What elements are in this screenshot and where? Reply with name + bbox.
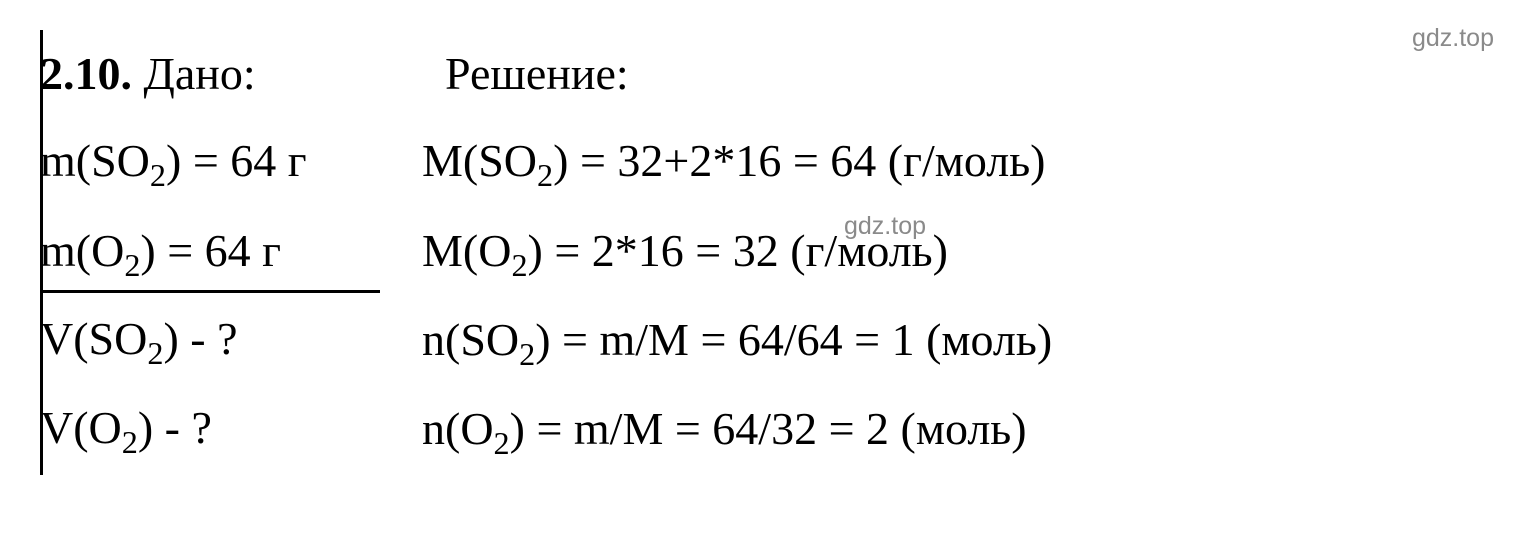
subscript: 2	[147, 335, 163, 371]
given-line-2: m(O2) = 64 г	[40, 207, 380, 296]
solution-line-2: M(O2) = 2*16 = 32 (г/моль)	[422, 207, 1052, 296]
subscript: 2	[124, 247, 140, 283]
given-column: 2.10. Дано: m(SO2) = 64 г m(O2) = 64 г V…	[40, 30, 400, 475]
text-part: ) - ?	[138, 402, 212, 453]
text-part: ) = 64 г	[166, 135, 307, 186]
find-line-1: V(SO2) - ?	[40, 295, 380, 384]
subscript: 2	[519, 336, 535, 372]
problem-container: 2.10. Дано: m(SO2) = 64 г m(O2) = 64 г V…	[40, 30, 1494, 475]
subscript: 2	[122, 425, 138, 461]
subscript: 2	[537, 158, 553, 194]
given-line-1: m(SO2) = 64 г	[40, 117, 380, 206]
header-line-left: 2.10. Дано:	[40, 30, 380, 117]
text-part: V(SO	[40, 313, 147, 364]
problem-number: 2.10.	[40, 48, 132, 99]
text-part: ) = m/M = 64/32 = 2 (моль)	[510, 403, 1027, 454]
find-line-2: V(O2) - ?	[40, 384, 380, 473]
subscript: 2	[494, 426, 510, 462]
text-part: m(O	[40, 225, 124, 276]
given-label: Дано:	[144, 48, 256, 99]
text-part: M(O	[422, 225, 511, 276]
vertical-divider	[40, 30, 43, 475]
text-part: ) = 32+2*16 = 64 (г/моль)	[553, 135, 1045, 186]
text-part: V(O	[40, 402, 122, 453]
text-part: ) - ?	[163, 313, 237, 364]
solution-label-line: Решение:	[422, 30, 1052, 117]
solution-line-4: n(O2) = m/M = 64/32 = 2 (моль)	[422, 385, 1052, 474]
solution-column: Решение: M(SO2) = 32+2*16 = 64 (г/моль) …	[400, 30, 1052, 475]
text-part: n(SO	[422, 314, 519, 365]
solution-line-1: M(SO2) = 32+2*16 = 64 (г/моль)	[422, 117, 1052, 206]
text-part: ) = m/M = 64/64 = 1 (моль)	[535, 314, 1052, 365]
text-part: ) = 64 г	[140, 225, 281, 276]
subscript: 2	[150, 158, 166, 194]
text-part: ) = 2*16 = 32 (г/моль)	[528, 225, 948, 276]
solution-line-3: n(SO2) = m/M = 64/64 = 1 (моль)	[422, 296, 1052, 385]
solution-label: Решение:	[445, 48, 629, 99]
text-part: m(SO	[40, 135, 150, 186]
subscript: 2	[511, 247, 527, 283]
text-part: n(O	[422, 403, 494, 454]
text-part: M(SO	[422, 135, 537, 186]
